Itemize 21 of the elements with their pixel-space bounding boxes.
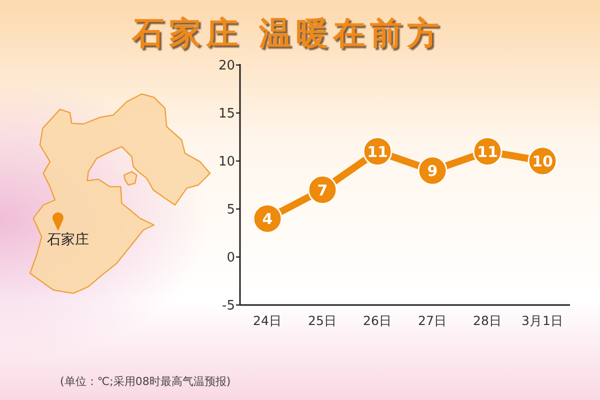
x-tick-label: 27日: [418, 313, 447, 328]
y-tick-label: 0: [226, 250, 235, 266]
data-label: 10: [532, 152, 553, 170]
x-tick-label: 25日: [308, 313, 337, 328]
x-tick-label: 26日: [363, 313, 392, 328]
data-label: 11: [477, 142, 498, 161]
data-label: 7: [317, 181, 328, 200]
text: 石家庄: [47, 232, 89, 248]
y-tick-label: 5: [226, 202, 235, 218]
x-tick-label: 3月1日: [522, 313, 564, 328]
y-tick-label: 20: [218, 58, 235, 74]
data-label: 11: [367, 142, 388, 161]
text: (单位：℃;采用08时最高气温预报): [60, 375, 231, 388]
x-tick-label: 24日: [253, 313, 282, 328]
chart-title: 石家庄 温暖在前方: [130, 14, 444, 52]
y-tick-label: 10: [218, 154, 235, 170]
data-label: 9: [427, 162, 438, 180]
data-label: 4: [262, 210, 273, 228]
y-tick-label: -5: [222, 298, 235, 314]
x-tick-label: 28日: [473, 313, 502, 328]
y-tick-label: 15: [218, 106, 235, 122]
